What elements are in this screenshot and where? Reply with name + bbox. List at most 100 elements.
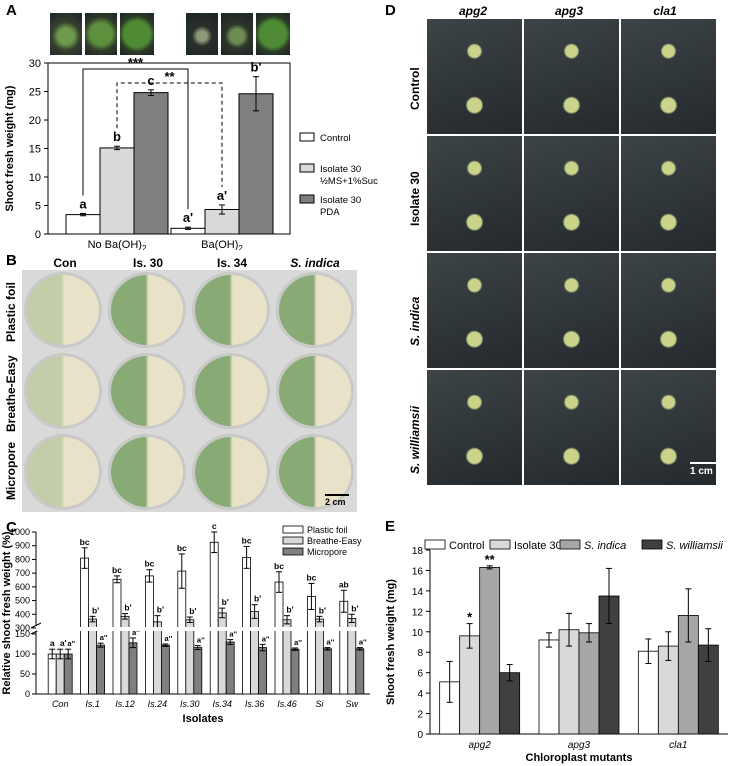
- panel-label-e: E: [385, 518, 396, 535]
- significance-letter: b': [319, 605, 326, 615]
- x-tick-label: Is.12: [115, 699, 135, 709]
- legend-swatch: [559, 539, 581, 550]
- x-tick-label: Is.1: [85, 699, 100, 709]
- legend-swatch: [424, 539, 446, 550]
- y-tick-label: 700: [15, 568, 30, 578]
- bar: [63, 653, 73, 695]
- significance-letter: bc: [80, 537, 90, 547]
- significance-letter: bc: [306, 572, 316, 582]
- axis-break-mark: [30, 622, 42, 629]
- y-tick-label: 14: [412, 587, 424, 598]
- bar: [99, 147, 135, 235]
- plate-column-label: Is. 34: [216, 256, 248, 270]
- chart-a: 0 5 10 15 20 25 30 Shoot fresh weight (mg) a a' b a…: [4, 55, 378, 250]
- legend-label: S. indica: [584, 540, 626, 552]
- legend-label: Control: [449, 540, 484, 552]
- legend-label: ½MS+1%Suc: [320, 176, 378, 187]
- significance-letter: bc: [112, 565, 122, 575]
- panel-label-d: D: [385, 2, 396, 19]
- bar: [65, 214, 101, 235]
- bar: [479, 566, 501, 735]
- mutant-plate-photo: [524, 136, 619, 251]
- seedling-photo: [221, 13, 253, 55]
- y-tick-label: 10: [412, 628, 424, 639]
- x-tick-label: No Ba(OH)2: [88, 239, 147, 250]
- bar: [209, 541, 219, 695]
- significance-letter: a': [183, 210, 193, 225]
- bar: [55, 653, 65, 695]
- significance-bracket: [116, 82, 223, 187]
- mutant-row-label: Control: [408, 67, 422, 110]
- axis-break-gap: [37, 627, 371, 631]
- significance-letter: bc: [144, 559, 154, 569]
- mutant-column-label: apg3: [554, 4, 583, 18]
- bar: [274, 581, 284, 695]
- x-tick-label: Si: [315, 699, 324, 709]
- legend-swatch: [299, 132, 315, 142]
- legend-label: Plastic foil: [307, 525, 348, 535]
- significance-letter: a'': [67, 639, 75, 648]
- legend-label: Breathe-Easy: [307, 536, 362, 546]
- panel-label-a: A: [6, 2, 17, 19]
- x-tick-label: Is.34: [212, 699, 232, 709]
- bar: [225, 641, 235, 695]
- significance-letter: a'': [262, 634, 270, 643]
- y-tick-label: 0: [35, 229, 41, 241]
- x-tick-label: Con: [52, 699, 69, 709]
- legend-swatch: [299, 194, 315, 204]
- bar: [133, 92, 169, 235]
- mutant-plate-photo: [621, 370, 716, 485]
- significance-letter: a': [60, 638, 67, 648]
- significance-stars: *: [467, 610, 473, 625]
- bar: [80, 557, 89, 695]
- plate-column-label: S. indica: [290, 256, 340, 270]
- mutant-plate-photo: [427, 19, 522, 134]
- bar: [160, 644, 170, 695]
- legend-swatch: [489, 539, 511, 550]
- mutant-plate-photo: [524, 253, 619, 368]
- agar-plate-photo: [24, 353, 102, 429]
- significance-letter: a'': [197, 636, 205, 645]
- mutant-plate-photo: [524, 370, 619, 485]
- plate-photo-grid: [22, 270, 357, 512]
- significance-letter: a: [79, 196, 87, 211]
- y-tick-label: 300: [15, 623, 30, 633]
- panel-label-b: B: [6, 252, 17, 269]
- significance-letter: b': [351, 603, 358, 613]
- x-axis-label: Chloroplast mutants: [526, 752, 633, 764]
- y-tick-label: 900: [15, 541, 30, 551]
- seedling-photo: [186, 13, 218, 55]
- y-tick-label: 18: [412, 546, 424, 557]
- significance-letter: b': [250, 60, 261, 75]
- y-tick-label: 400: [15, 609, 30, 619]
- y-axis-label: Relative shoot fresh weight (%): [1, 531, 13, 695]
- significance-letter: b': [254, 594, 261, 604]
- significance-letter: b': [157, 605, 164, 615]
- significance-letter: c: [147, 73, 154, 88]
- agar-plate-photo: [192, 434, 270, 510]
- mutant-row-label: S. indica: [408, 296, 422, 346]
- bar: [459, 635, 481, 735]
- significance-letter: b': [92, 605, 99, 615]
- agar-plate-photo: [108, 434, 186, 510]
- significance-letter: ab: [339, 579, 349, 589]
- plate-row-label: Plastic foil: [4, 281, 18, 342]
- bar: [250, 611, 260, 695]
- y-tick-label: 4: [417, 689, 423, 700]
- y-tick-label: 0: [25, 689, 30, 699]
- y-tick-label: 0: [417, 730, 423, 741]
- y-tick-label: 30: [29, 58, 41, 70]
- y-tick-label: 20: [29, 115, 41, 127]
- significance-letter: bc: [177, 543, 187, 553]
- significance-letter: a: [50, 638, 55, 648]
- y-tick-label: 8: [417, 648, 423, 659]
- mutant-plate-photo: [621, 19, 716, 134]
- significance-stars: **: [164, 69, 175, 84]
- x-tick-label: Is.30: [180, 699, 200, 709]
- agar-plate-photo: [24, 434, 102, 510]
- significance-letter: bc: [274, 561, 284, 571]
- legend-label: Isolate 30: [320, 164, 361, 175]
- y-tick-label: 16: [412, 566, 424, 577]
- plate-column-label: Con: [53, 256, 77, 270]
- significance-letter: a'': [132, 628, 140, 637]
